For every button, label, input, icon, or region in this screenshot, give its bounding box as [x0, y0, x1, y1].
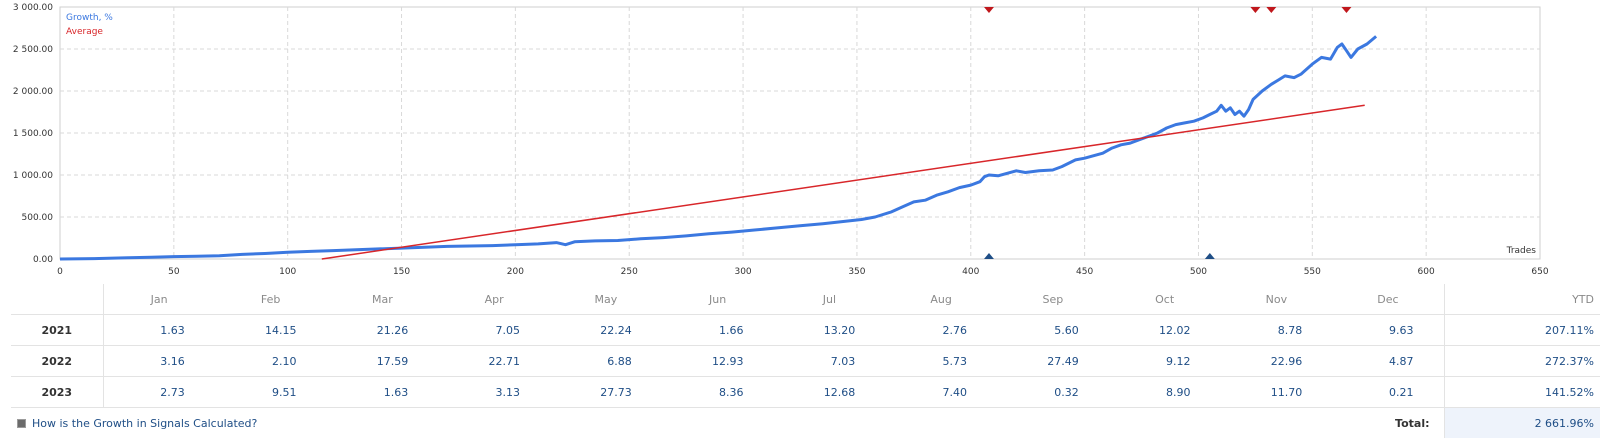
legend-growth: Growth, %: [66, 13, 113, 23]
header-apr: Apr: [438, 284, 550, 315]
y-tick-label: 2 000.00: [13, 87, 53, 97]
cell-value[interactable]: 5.73: [885, 346, 997, 377]
cell-value[interactable]: 11.70: [1221, 377, 1333, 408]
header-dec: Dec: [1332, 284, 1444, 315]
plot-area: [60, 7, 1540, 259]
monthly-growth-table: Jan Feb Mar Apr May Jun Jul Aug Sep Oct …: [11, 284, 1600, 438]
help-link-label[interactable]: How is the Growth in Signals Calculated?: [32, 417, 257, 430]
cell-value[interactable]: 6.88: [550, 346, 662, 377]
x-tick-label: 500: [1190, 267, 1207, 277]
cell-value[interactable]: 21.26: [327, 315, 439, 346]
x-tick-label: 650: [1531, 267, 1548, 277]
cell-value[interactable]: 0.32: [997, 377, 1109, 408]
cell-value[interactable]: 3.13: [438, 377, 550, 408]
y-tick-label: 2 500.00: [13, 45, 53, 55]
cell-value[interactable]: 27.73: [550, 377, 662, 408]
table-row-2021: 2021 1.63 14.15 21.26 7.05 22.24 1.66 13…: [11, 315, 1600, 346]
table-footer-row: How is the Growth in Signals Calculated?…: [11, 408, 1600, 438]
cell-value[interactable]: 17.59: [327, 346, 439, 377]
table-header-row: Jan Feb Mar Apr May Jun Jul Aug Sep Oct …: [11, 284, 1600, 315]
x-tick-label: 600: [1418, 267, 1435, 277]
cell-ytd[interactable]: 272.37%: [1444, 346, 1600, 377]
cell-value[interactable]: 7.05: [438, 315, 550, 346]
cell-value[interactable]: 12.93: [662, 346, 774, 377]
calculator-icon: [17, 419, 26, 428]
cell-value[interactable]: 5.60: [997, 315, 1109, 346]
table-row-2022: 2022 3.16 2.10 17.59 22.71 6.88 12.93 7.…: [11, 346, 1600, 377]
cell-value[interactable]: 2.76: [885, 315, 997, 346]
header-year: [11, 284, 103, 315]
cell-value[interactable]: 0.21: [1332, 377, 1444, 408]
cell-value[interactable]: 7.40: [885, 377, 997, 408]
x-tick-label: 0: [57, 267, 63, 277]
table-row-2023: 2023 2.73 9.51 1.63 3.13 27.73 8.36 12.6…: [11, 377, 1600, 408]
cell-value[interactable]: 8.78: [1221, 315, 1333, 346]
header-jun: Jun: [662, 284, 774, 315]
x-tick-label: 350: [848, 267, 865, 277]
header-mar: Mar: [327, 284, 439, 315]
cell-value[interactable]: 4.87: [1332, 346, 1444, 377]
cell-value[interactable]: 12.68: [774, 377, 886, 408]
total-label: Total:: [774, 408, 1445, 438]
y-tick-label: 3 000.00: [13, 3, 53, 13]
header-oct: Oct: [1109, 284, 1221, 315]
y-tick-label: 0.00: [33, 255, 53, 265]
cell-value[interactable]: 8.90: [1109, 377, 1221, 408]
header-feb: Feb: [215, 284, 327, 315]
cell-value[interactable]: 13.20: [774, 315, 886, 346]
cell-value[interactable]: 1.63: [327, 377, 439, 408]
cell-value[interactable]: 3.16: [103, 346, 215, 377]
row-year: 2023: [11, 377, 103, 408]
cell-value[interactable]: 14.15: [215, 315, 327, 346]
cell-value[interactable]: 7.03: [774, 346, 886, 377]
cell-value[interactable]: 27.49: [997, 346, 1109, 377]
cell-value[interactable]: 22.96: [1221, 346, 1333, 377]
cell-ytd[interactable]: 141.52%: [1444, 377, 1600, 408]
growth-chart: 0 50 100 150 200 250 300 350 400 450 500 550 600 650 0…: [0, 0, 1607, 284]
cell-value[interactable]: 12.02: [1109, 315, 1221, 346]
cell-value[interactable]: 9.12: [1109, 346, 1221, 377]
help-link[interactable]: How is the Growth in Signals Calculated?: [11, 408, 774, 438]
row-year: 2021: [11, 315, 103, 346]
x-tick-label: 200: [507, 267, 524, 277]
x-tick-label: 50: [168, 267, 180, 277]
x-tick-label: 400: [962, 267, 979, 277]
header-nov: Nov: [1221, 284, 1333, 315]
header-sep: Sep: [997, 284, 1109, 315]
header-jan: Jan: [103, 284, 215, 315]
cell-value[interactable]: 2.10: [215, 346, 327, 377]
header-jul: Jul: [774, 284, 886, 315]
cell-value[interactable]: 9.63: [1332, 315, 1444, 346]
x-tick-label: 550: [1304, 267, 1321, 277]
cell-value[interactable]: 8.36: [662, 377, 774, 408]
x-tick-label: 250: [621, 267, 638, 277]
x-tick-label: 150: [393, 267, 410, 277]
cell-value[interactable]: 22.71: [438, 346, 550, 377]
y-tick-label: 500.00: [22, 213, 54, 223]
cell-value[interactable]: 2.73: [103, 377, 215, 408]
cell-ytd[interactable]: 207.11%: [1444, 315, 1600, 346]
x-tick-label: 300: [734, 267, 751, 277]
total-value: 2 661.96%: [1444, 408, 1600, 438]
cell-value[interactable]: 1.63: [103, 315, 215, 346]
y-tick-label: 1 500.00: [13, 129, 53, 139]
x-tick-label: 450: [1076, 267, 1093, 277]
x-axis-label: Trades: [1506, 246, 1537, 256]
cell-value[interactable]: 22.24: [550, 315, 662, 346]
legend-average: Average: [66, 27, 103, 37]
x-tick-label: 100: [279, 267, 296, 277]
cell-value[interactable]: 9.51: [215, 377, 327, 408]
y-tick-label: 1 000.00: [13, 171, 53, 181]
header-ytd: YTD: [1444, 284, 1600, 315]
monthly-growth-table-wrap: Jan Feb Mar Apr May Jun Jul Aug Sep Oct …: [11, 284, 1600, 438]
header-aug: Aug: [885, 284, 997, 315]
header-may: May: [550, 284, 662, 315]
row-year: 2022: [11, 346, 103, 377]
cell-value[interactable]: 1.66: [662, 315, 774, 346]
